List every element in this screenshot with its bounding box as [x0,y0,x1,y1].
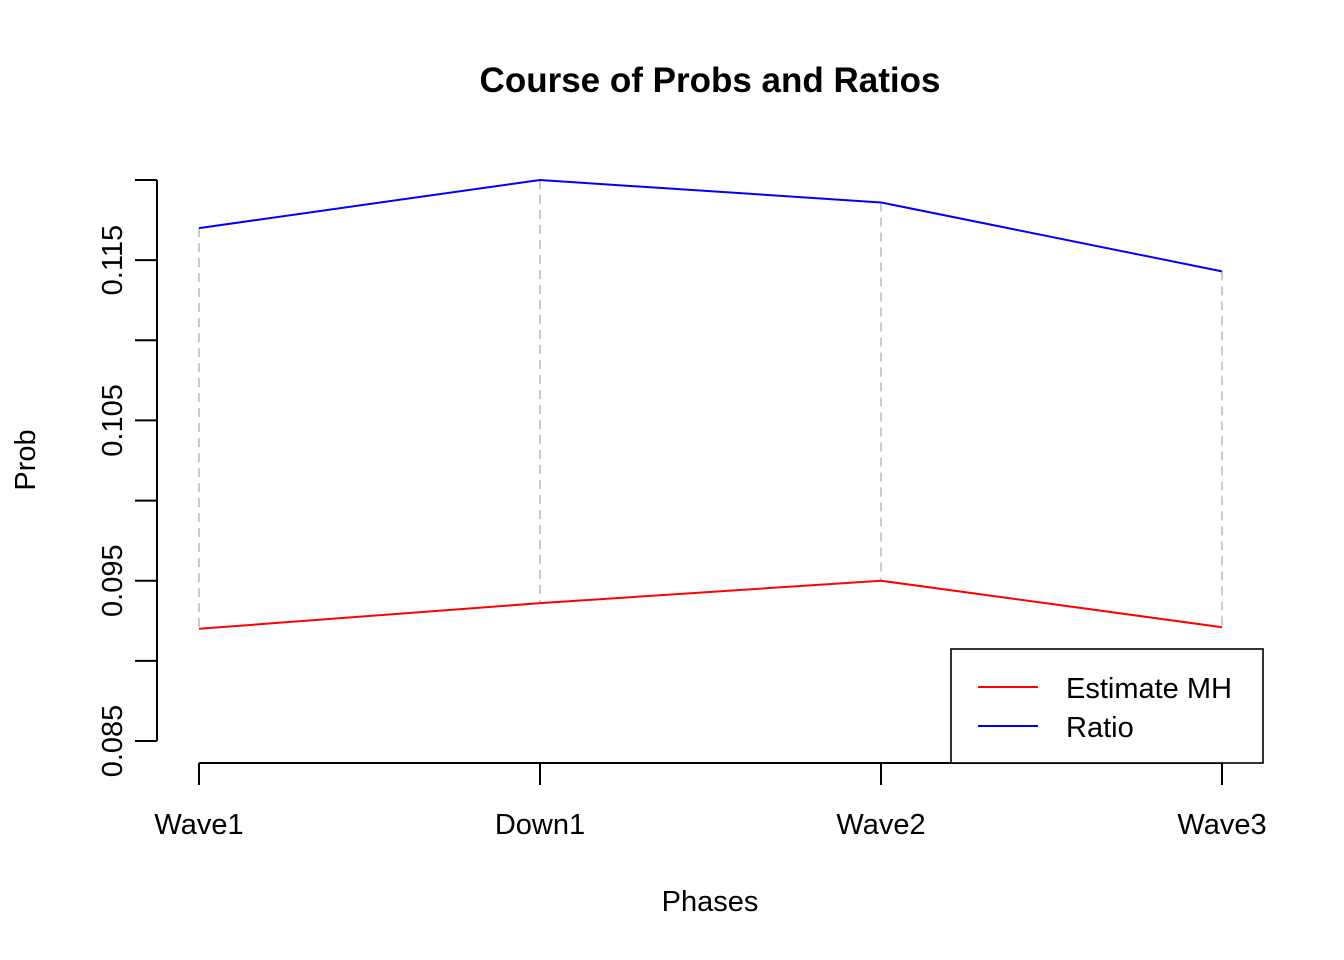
series-layer [198,178,1223,630]
y-tick-label: 0.115 [97,225,129,295]
chart-title: Course of Probs and Ratios [480,61,941,100]
y-tick-label: 0.095 [97,544,129,617]
y-tick-label: 0.105 [97,384,129,457]
x-tick-label-wave1: Wave1 [154,809,243,841]
x-tick-label-down1: Down1 [495,809,585,841]
x-axis-label: Phases [662,886,759,918]
y-axis-label: Prob [10,429,42,490]
legend-box [950,648,1264,764]
drop-lines [198,180,1223,629]
y-tick-label: 0.085 [97,705,129,778]
legend: Estimate MH Ratio [950,648,1264,764]
x-tick-label-wave3: Wave3 [1177,809,1266,841]
series-line-estimate-mh [198,579,1223,630]
y-axis: 0.085 0.095 0.105 0.115 [97,179,158,778]
x-axis: Wave1 Down1 Wave2 Wave3 [154,762,1267,841]
x-tick-label-wave2: Wave2 [836,809,925,841]
legend-label-ratio: Ratio [1066,712,1134,744]
legend-label-estimate-mh: Estimate MH [1066,673,1232,705]
series-line-ratio [198,178,1223,273]
